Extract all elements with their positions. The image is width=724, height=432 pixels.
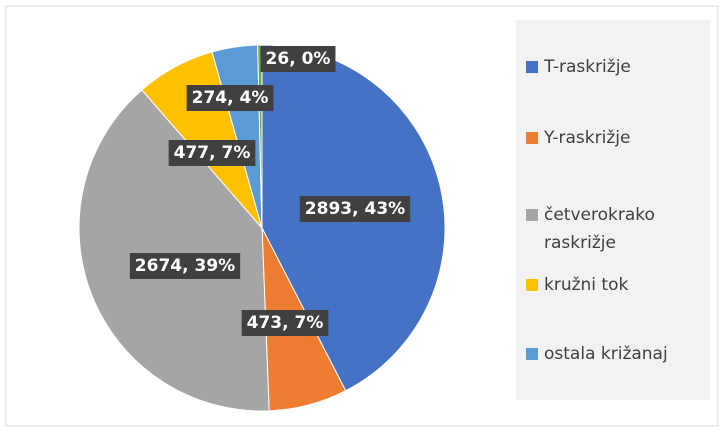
data-label-text: 274, 4% xyxy=(192,88,269,108)
legend-swatch xyxy=(526,279,538,291)
legend: T-raskrižje Y-raskrižje četverokrako raskr… xyxy=(516,20,710,400)
data-label-box xyxy=(186,85,274,111)
legend-swatch xyxy=(526,348,538,360)
legend-swatch xyxy=(526,61,538,73)
data-label: 26, 0% xyxy=(260,46,336,72)
legend-label: T-raskrižje xyxy=(544,57,631,77)
legend-item: ostala križanaj xyxy=(526,340,709,368)
data-label: 473, 7% xyxy=(241,310,329,336)
data-label: 274, 4% xyxy=(186,85,274,111)
chart-border xyxy=(5,5,719,427)
data-label-text: 26, 0% xyxy=(266,49,331,69)
data-label: 477, 7% xyxy=(168,140,256,166)
legend-swatch xyxy=(526,132,538,144)
data-label-box xyxy=(260,46,336,72)
legend-label: četverokrako raskrižje xyxy=(544,205,655,253)
legend-item: kružni tok xyxy=(526,271,709,299)
data-label-text: 473, 7% xyxy=(247,313,324,333)
legend-item: T-raskrižje xyxy=(526,53,709,81)
data-label: 2674, 39% xyxy=(129,253,241,279)
data-label-text: 2674, 39% xyxy=(135,256,235,276)
data-label-box xyxy=(299,196,411,222)
data-label-text: 477, 7% xyxy=(174,143,251,163)
legend-label: Y-raskrižje xyxy=(544,128,631,148)
data-label-text: 2893, 43% xyxy=(305,199,405,219)
legend-label: kružni tok xyxy=(544,275,629,295)
data-label: 2893, 43% xyxy=(299,196,411,222)
legend-item: Y-raskrižje xyxy=(526,124,709,152)
legend-item: četverokrako raskrižje xyxy=(526,201,709,257)
data-label-box xyxy=(129,253,241,279)
pie-slice xyxy=(78,89,270,412)
legend-swatch xyxy=(526,209,538,221)
data-label-box xyxy=(241,310,329,336)
legend-label: ostala križanaj xyxy=(544,344,668,364)
data-label-box xyxy=(168,140,256,166)
